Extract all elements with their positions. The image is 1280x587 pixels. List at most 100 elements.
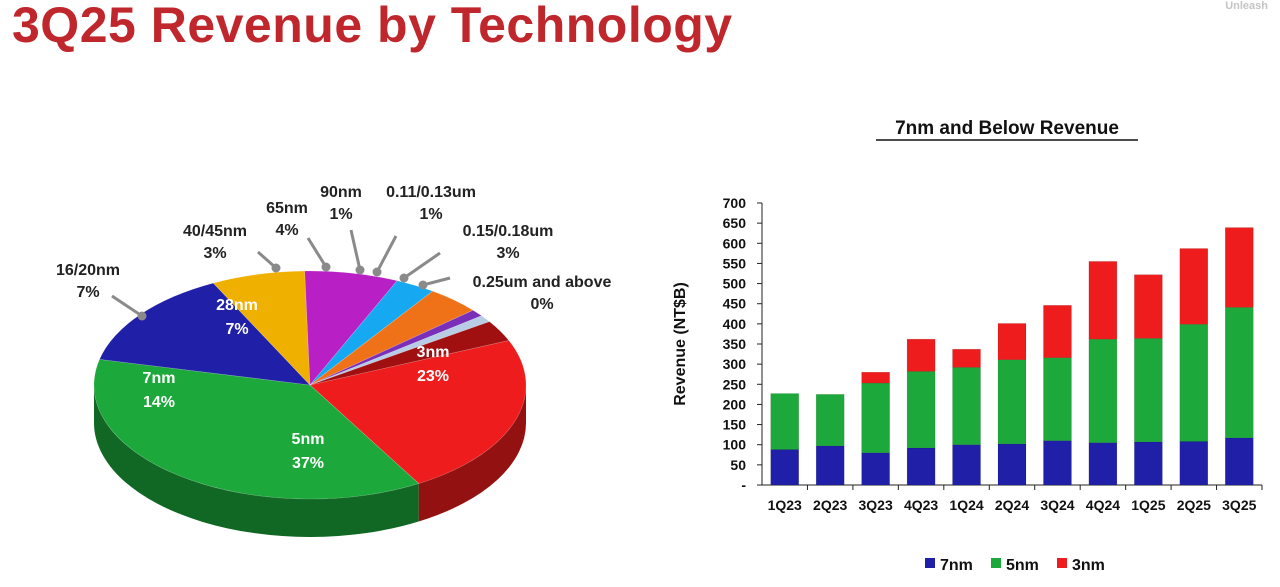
pie-label-16-20nm-name: 16/20nm (56, 262, 120, 279)
pie-label-65nm-leader (306, 237, 328, 268)
bar-2q23-7nm (815, 445, 845, 486)
pie-label-90nm-value: 1% (329, 206, 352, 223)
pie-label-0-15-0-18um-leader (403, 251, 441, 280)
pie-label-65nm-value: 4% (275, 222, 298, 239)
y-tick-label: 100 (723, 437, 747, 453)
bar-2q24-7nm (997, 443, 1027, 486)
bar-chart: 7nm and Below Revenue Revenue (NT$B) - 50 10… (672, 118, 1263, 574)
bar-1q25-5nm (1134, 338, 1163, 443)
pie-label-90nm-name: 90nm (320, 184, 362, 201)
y-tick-label: 600 (723, 235, 747, 251)
pie-slice-0-15-0-18um (309, 321, 510, 386)
bar-4q24-5nm (1088, 338, 1118, 443)
bar-3q25-7nm (1225, 437, 1254, 486)
bar-4q24-7nm (1088, 442, 1118, 486)
pie-label-90nm-leader (349, 229, 362, 271)
bar-chart-title-group: 7nm and Below Revenue (876, 118, 1138, 141)
x-tick-label-4q23: 4Q23 (904, 497, 938, 513)
pie-label-3nm-name: 3nm (417, 344, 450, 361)
pie-label-0-11-0-13um-leader (375, 235, 398, 273)
pie-slice-3nm (309, 340, 527, 484)
bar-3q23-5nm (861, 382, 890, 454)
pie-side-walls (94, 385, 526, 538)
y-axis: - 50 100 150 200 250 300 350 400 450 500 550 600 650 7… (723, 195, 763, 493)
bar-2q25-3nm (1179, 248, 1209, 325)
bar-2q24-5nm (997, 359, 1027, 445)
pie-label-0-25um-and-above-dot (418, 280, 428, 290)
bar-1q23-7nm (770, 449, 799, 486)
y-tick-label: 500 (723, 276, 747, 292)
pie-label-90nm-dot (355, 265, 365, 275)
bar-chart-title: 7nm and Below Revenue (895, 118, 1119, 139)
y-tick-label: 200 (723, 396, 747, 412)
pie-label-5nm-value: 37% (292, 455, 324, 472)
bar-4q23-3nm (906, 338, 936, 372)
watermark-text: Unleash (1225, 0, 1268, 12)
x-tick-label-2q25: 2Q25 (1177, 497, 1211, 513)
x-tick-label-3q23: 3Q23 (859, 497, 893, 513)
pie-label-0-25um-and-above-name: 0.25um and above (473, 274, 612, 291)
pie-slice-28nm (304, 270, 398, 386)
y-tick-label: 350 (723, 336, 747, 352)
pie-slice-65nm (309, 290, 474, 386)
y-tick-label: 250 (723, 376, 747, 392)
bars (770, 227, 1254, 486)
x-tick-label-2q23: 2Q23 (813, 497, 847, 513)
legend-swatch-7nm (925, 558, 935, 568)
pie-label-16-20nm-dot (137, 311, 147, 321)
pie-slice-3nm-side (418, 385, 526, 522)
bar-3q23-7nm (861, 452, 890, 486)
pie-label-40-45nm-value: 3% (203, 245, 226, 262)
pie-label-0-15-0-18um-name: 0.15/0.18um (463, 223, 554, 240)
bar-3q25-5nm (1225, 307, 1254, 439)
pie-label-7nm-value: 14% (143, 394, 175, 411)
bar-3q25-3nm (1225, 227, 1254, 308)
legend: 7nm 5nm 3nm (925, 557, 1105, 574)
pie-slice-0-11-0-13um (309, 315, 491, 386)
pie-label-40-45nm-dot (271, 263, 281, 273)
y-tick-label: 650 (723, 215, 747, 231)
bar-4q23-7nm (906, 447, 936, 486)
bar-1q25-7nm (1134, 441, 1163, 486)
pie-label-0-25um-and-above-value: 0% (530, 296, 553, 313)
pie-label-0-11-0-13um-name: 0.11/0.13um (386, 184, 476, 201)
y-tick-label: 50 (730, 457, 746, 473)
legend-swatch-3nm (1057, 558, 1067, 568)
bar-1q23-5nm (770, 393, 799, 450)
y-tick-label: 150 (723, 417, 747, 433)
bar-3q24-5nm (1043, 357, 1072, 441)
pie-label-40-45nm-name: 40/45nm (183, 223, 247, 240)
pie-labels: 3nm 23% 5nm 37% 7nm 14% 16/20nm 7% 28nm 7% 40/45nm… (56, 184, 611, 472)
pie-label-0-25um-and-above-leader (422, 276, 451, 287)
bar-4q24-3nm (1088, 261, 1118, 340)
bar-2q25-5nm (1179, 324, 1209, 442)
pie-slice-40-45nm (309, 280, 434, 386)
legend-label-3nm: 3nm (1072, 557, 1105, 574)
pie-slice-5nm (93, 359, 420, 500)
bar-1q24-5nm (952, 367, 981, 445)
pie-label-65nm-name: 65nm (266, 200, 308, 217)
legend-label-7nm: 7nm (940, 557, 973, 574)
bar-3q24-7nm (1043, 440, 1072, 486)
pie-top (93, 270, 527, 500)
bar-4q23-5nm (906, 371, 936, 449)
y-tick-label: - (741, 477, 746, 493)
pie-label-28nm-value: 7% (225, 321, 248, 338)
x-tick-label-1q25: 1Q25 (1131, 497, 1165, 513)
bar-1q24-7nm (952, 444, 981, 486)
y-axis-label: Revenue (NT$B) (672, 282, 689, 406)
y-tick-label: 400 (723, 316, 747, 332)
y-tick-label: 300 (723, 356, 747, 372)
pie-label-65nm-dot (321, 262, 331, 272)
pie-label-16-20nm-value: 7% (76, 284, 99, 301)
pie-label-5nm-name: 5nm (292, 431, 325, 448)
bar-1q25-3nm (1134, 274, 1163, 339)
bar-1q24-3nm (952, 348, 981, 368)
pie-slice-5nm-side (94, 385, 419, 538)
pie-label-28nm-name: 28nm (216, 297, 258, 314)
x-tick-label-4q24: 4Q24 (1086, 497, 1120, 513)
pie-label-0-15-0-18um-dot (399, 273, 409, 283)
pie-label-0-11-0-13um-value: 1% (419, 206, 442, 223)
pie-label-3nm-value: 23% (417, 368, 449, 385)
bar-3q23-3nm (861, 371, 890, 384)
